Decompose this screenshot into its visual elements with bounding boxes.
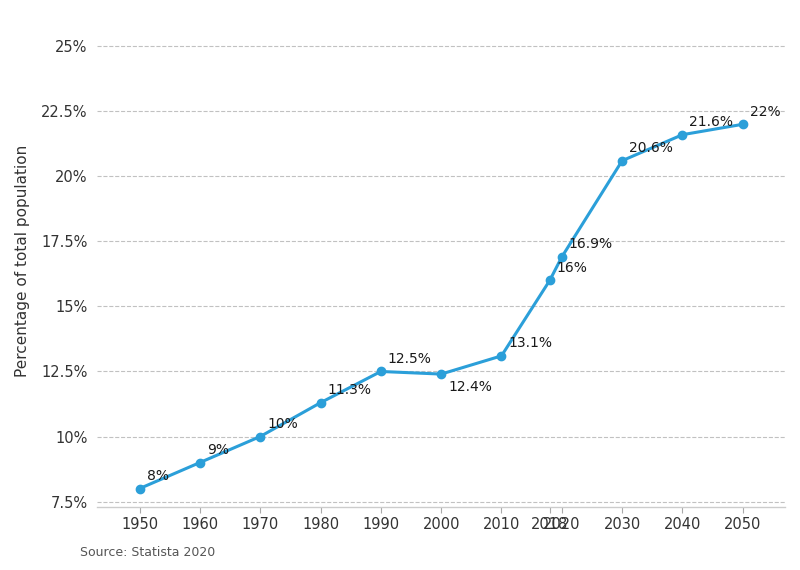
Text: 16%: 16% — [557, 261, 587, 275]
Text: 20.6%: 20.6% — [629, 141, 673, 155]
Text: 13.1%: 13.1% — [509, 336, 553, 351]
Text: 9%: 9% — [207, 443, 229, 457]
Text: 8%: 8% — [146, 469, 169, 483]
Text: 16.9%: 16.9% — [569, 238, 613, 251]
Text: 12.5%: 12.5% — [388, 352, 432, 366]
Text: 22%: 22% — [750, 105, 780, 119]
Y-axis label: Percentage of total population: Percentage of total population — [15, 145, 30, 377]
Text: 12.4%: 12.4% — [448, 380, 492, 393]
Text: 21.6%: 21.6% — [690, 115, 734, 129]
Text: 10%: 10% — [267, 417, 298, 431]
Text: 11.3%: 11.3% — [327, 383, 371, 397]
Text: Source: Statista 2020: Source: Statista 2020 — [80, 545, 215, 559]
